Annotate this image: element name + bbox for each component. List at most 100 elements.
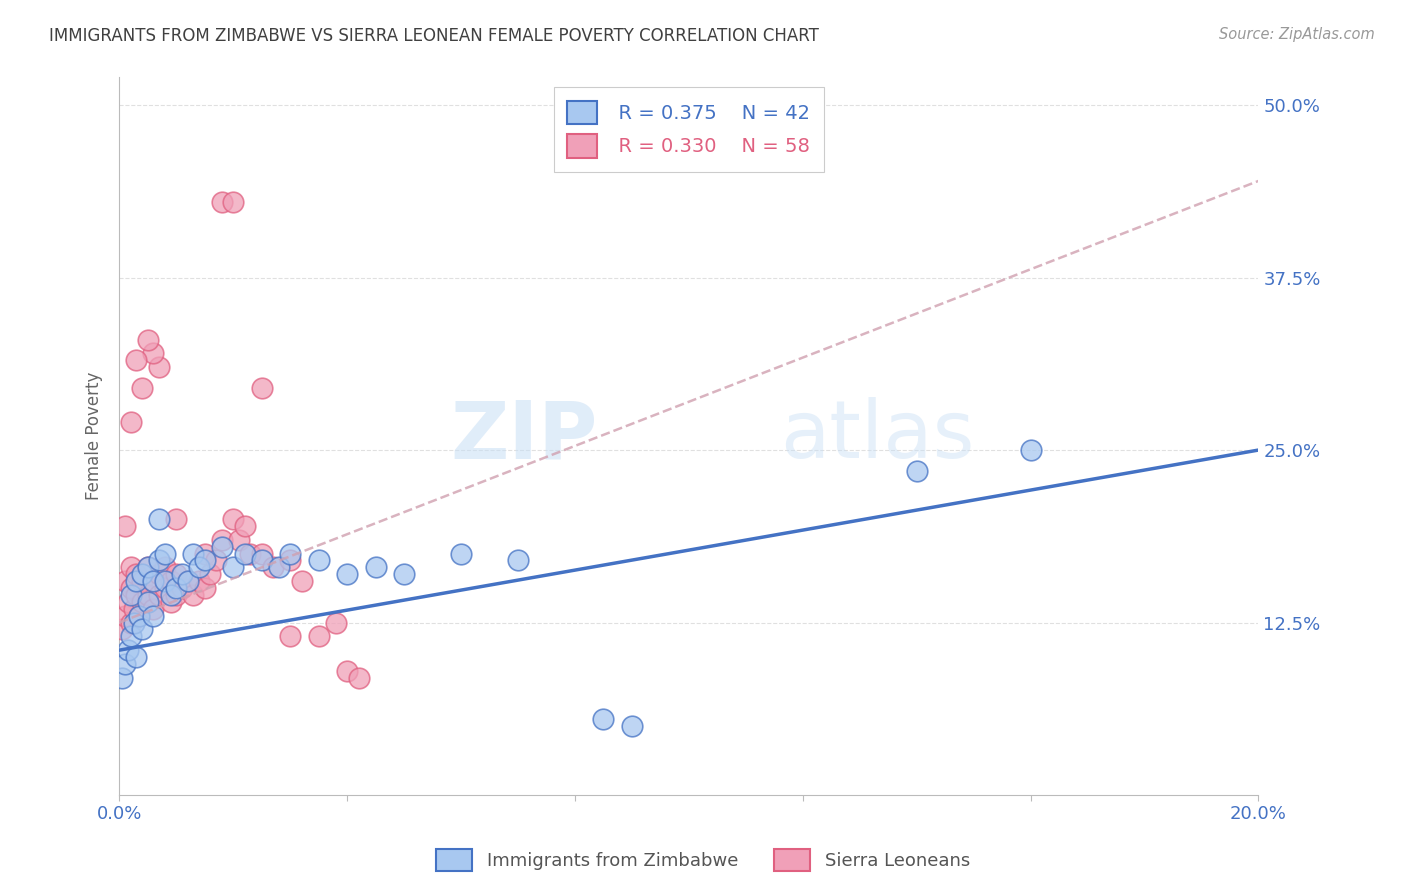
Point [325,615,347,630]
Text: IMMIGRANTS FROM ZIMBABWE VS SIERRA LEONEAN FEMALE POVERTY CORRELATION CHART: IMMIGRANTS FROM ZIMBABWE VS SIERRA LEONE… [49,27,820,45]
Point [114,608,136,623]
Point [239,547,262,561]
Point [290,574,312,589]
Point [211,540,233,554]
Legend: Immigrants from Zimbabwe, Sierra Leoneans: Immigrants from Zimbabwe, Sierra Leonean… [429,842,977,879]
Point [120,588,142,602]
Point [336,567,359,582]
Point [120,615,142,630]
Point [148,360,170,375]
Point [176,574,198,589]
Point [222,194,245,209]
Text: Source: ZipAtlas.com: Source: ZipAtlas.com [1219,27,1375,42]
Point [181,547,204,561]
Point [194,547,217,561]
Point [122,601,145,615]
Point [278,547,301,561]
Point [131,574,153,589]
Point [165,512,187,526]
Point [159,595,181,609]
Point [120,629,142,643]
Point [142,574,165,589]
Point [222,512,245,526]
Point [188,560,211,574]
Point [188,574,211,589]
Point [148,567,170,582]
Point [148,588,170,602]
Point [165,588,187,602]
Y-axis label: Female Poverty: Female Poverty [86,372,103,500]
Point [905,464,928,478]
Point [181,588,204,602]
Text: atlas: atlas [780,397,974,475]
Point [114,519,136,533]
Point [267,560,290,574]
Point [336,664,359,678]
Point [194,581,217,595]
Point [128,608,150,623]
Point [117,595,139,609]
Point [211,533,233,547]
Point [165,581,187,595]
Point [176,574,198,589]
Point [125,574,148,589]
Point [620,719,643,733]
Legend:   R = 0.375    N = 42,   R = 0.330    N = 58: R = 0.375 N = 42, R = 0.330 N = 58 [554,87,824,171]
Point [148,512,170,526]
Point [136,333,159,347]
Point [131,595,153,609]
Point [308,629,330,643]
Point [122,615,145,630]
Point [233,547,256,561]
Point [308,553,330,567]
Point [142,608,165,623]
Point [364,560,387,574]
Point [211,194,233,209]
Point [142,346,165,360]
Point [159,574,181,589]
Point [222,560,245,574]
Point [111,671,134,685]
Point [250,381,273,395]
Point [278,553,301,567]
Point [125,567,148,582]
Point [111,623,134,637]
Point [392,567,415,582]
Point [233,519,256,533]
Point [205,553,228,567]
Point [1019,443,1042,458]
Point [120,416,142,430]
Point [153,574,176,589]
Point [592,712,614,726]
Point [120,560,142,574]
Point [136,588,159,602]
Point [131,567,153,582]
Point [136,560,159,574]
Point [142,601,165,615]
Point [450,547,472,561]
Text: ZIP: ZIP [450,397,598,475]
Point [131,623,153,637]
Point [153,560,176,574]
Point [250,553,273,567]
Point [228,533,250,547]
Point [278,629,301,643]
Point [170,581,193,595]
Point [136,595,159,609]
Point [128,608,150,623]
Point [159,588,181,602]
Point [114,574,136,589]
Point [125,588,148,602]
Point [170,567,193,582]
Point [250,547,273,561]
Point [506,553,529,567]
Point [200,567,222,582]
Point [117,643,139,657]
Point [194,553,217,567]
Point [153,581,176,595]
Point [120,581,142,595]
Point [148,553,170,567]
Point [125,650,148,665]
Point [114,657,136,671]
Point [165,567,187,582]
